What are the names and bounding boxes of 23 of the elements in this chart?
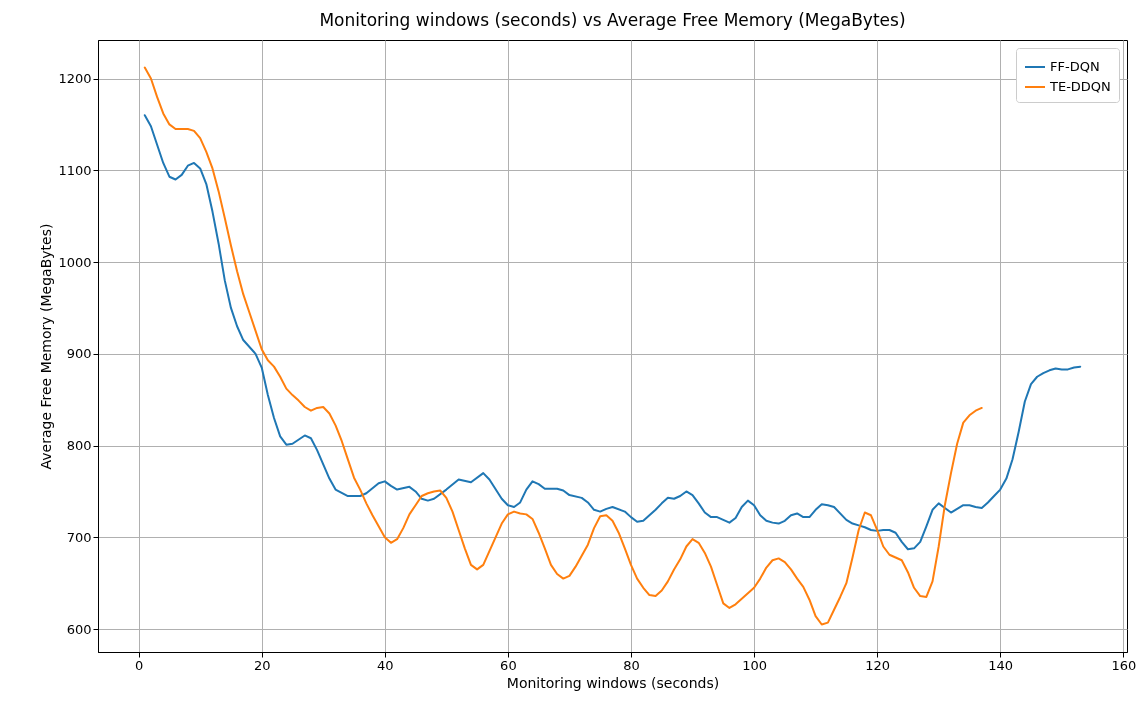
y-tick-label: 600 <box>66 621 92 637</box>
y-tick-label: 800 <box>66 438 92 454</box>
x-tick-label: 20 <box>253 657 271 673</box>
y-axis-title: Average Free Memory (MegaBytes) <box>38 223 55 470</box>
legend-label: FF-DQN <box>1050 59 1100 74</box>
x-tick-label: 100 <box>742 657 767 673</box>
x-tick-label: 120 <box>865 657 891 673</box>
y-tick-label: 700 <box>66 529 92 545</box>
y-tick-label: 1200 <box>58 71 92 87</box>
x-tick-label: 160 <box>1111 657 1137 673</box>
x-tick-label: 0 <box>134 657 144 673</box>
line-series <box>143 114 1082 551</box>
x-axis-title: Monitoring windows (seconds) <box>506 674 720 691</box>
chart-title: Monitoring windows (seconds) vs Average Free Memory (MegaBytes) <box>319 10 906 30</box>
x-tick-label: 80 <box>623 657 640 673</box>
y-tick-label: 1100 <box>58 162 92 178</box>
x-tick-label: 60 <box>500 657 517 673</box>
legend-label: TE-DDQN <box>1049 79 1111 94</box>
x-tick-label: 40 <box>377 657 394 673</box>
y-tick-label: 900 <box>66 346 92 362</box>
x-tick-label: 140 <box>988 657 1014 673</box>
y-tick-label: 1000 <box>58 254 92 270</box>
line-series <box>143 66 983 626</box>
